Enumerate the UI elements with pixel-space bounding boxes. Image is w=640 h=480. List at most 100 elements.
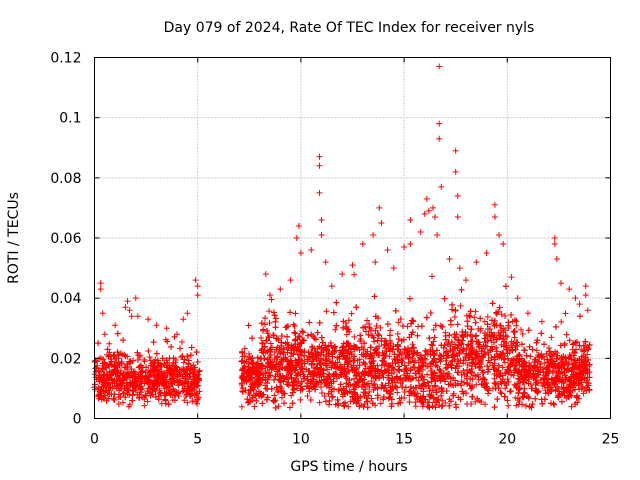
- data-point: [358, 351, 365, 358]
- data-point: [499, 364, 506, 371]
- data-point: [504, 346, 511, 353]
- data-point: [559, 376, 566, 383]
- data-point: [529, 385, 536, 392]
- data-point: [371, 293, 378, 300]
- data-point: [308, 247, 315, 254]
- data-point: [472, 319, 479, 326]
- data-point: [268, 296, 275, 303]
- data-point: [494, 396, 501, 403]
- data-point: [293, 235, 300, 241]
- y-tick-label: 0.12: [50, 51, 81, 67]
- data-point: [318, 349, 325, 356]
- data-point: [131, 383, 138, 390]
- data-point: [491, 356, 498, 363]
- data-point: [360, 324, 367, 331]
- data-point: [543, 375, 550, 382]
- data-point: [313, 356, 320, 363]
- data-point: [351, 333, 358, 340]
- data-point: [245, 350, 252, 357]
- data-point: [514, 370, 521, 377]
- data-point: [248, 383, 255, 390]
- data-point: [301, 337, 308, 344]
- data-point: [258, 335, 265, 342]
- data-point: [507, 388, 514, 395]
- data-point: [497, 332, 504, 339]
- data-point: [373, 322, 380, 329]
- data-point: [304, 380, 311, 387]
- data-point: [458, 382, 465, 389]
- data-point: [288, 392, 295, 399]
- data-point: [188, 378, 195, 385]
- data-point: [376, 204, 383, 211]
- data-point: [497, 389, 504, 396]
- data-point: [177, 345, 184, 352]
- data-point: [153, 322, 160, 329]
- data-point: [554, 373, 561, 380]
- data-point: [446, 256, 453, 263]
- data-point: [167, 366, 174, 373]
- data-point: [313, 372, 320, 379]
- data-point: [306, 385, 313, 392]
- data-point: [265, 360, 272, 367]
- data-point: [478, 348, 485, 355]
- data-point: [417, 228, 424, 235]
- data-point: [355, 370, 362, 377]
- data-point: [522, 402, 529, 409]
- data-point: [113, 355, 120, 362]
- data-point: [510, 357, 517, 364]
- data-point: [266, 319, 273, 326]
- data-point: [128, 313, 135, 320]
- data-point: [544, 384, 551, 391]
- data-point: [105, 381, 112, 388]
- data-point: [363, 317, 370, 324]
- data-point: [311, 345, 318, 352]
- data-point: [367, 344, 374, 351]
- x-tick-label: 0: [90, 432, 99, 448]
- data-point: [467, 308, 474, 315]
- data-point: [518, 341, 525, 348]
- data-point: [340, 368, 347, 375]
- data-point: [178, 338, 185, 345]
- data-point: [120, 337, 127, 344]
- data-point: [497, 322, 504, 329]
- data-point: [358, 383, 365, 390]
- data-point: [340, 324, 347, 331]
- data-point: [144, 388, 151, 395]
- data-point: [371, 349, 378, 356]
- data-point: [347, 348, 354, 355]
- data-point: [334, 396, 341, 403]
- data-point: [407, 383, 414, 390]
- data-point: [541, 360, 548, 367]
- data-point: [533, 379, 540, 386]
- data-point: [361, 368, 368, 375]
- data-point: [398, 337, 405, 344]
- data-point: [250, 386, 257, 393]
- data-point: [338, 371, 345, 378]
- data-point: [170, 375, 177, 382]
- data-point: [454, 192, 461, 199]
- data-point: [442, 378, 449, 385]
- data-point: [571, 349, 578, 356]
- data-point: [274, 387, 281, 394]
- data-point: [124, 384, 131, 391]
- data-point: [476, 359, 483, 366]
- data-point: [395, 359, 402, 366]
- data-point: [381, 362, 388, 369]
- data-point: [581, 347, 588, 354]
- data-point: [192, 277, 199, 284]
- data-point: [97, 280, 104, 287]
- data-point: [284, 349, 291, 356]
- data-point: [452, 307, 459, 314]
- data-point: [395, 319, 402, 326]
- data-point: [322, 398, 329, 405]
- data-point: [534, 337, 541, 344]
- data-point: [535, 371, 542, 378]
- data-point: [558, 398, 565, 405]
- data-point: [545, 389, 552, 396]
- data-point: [171, 333, 178, 340]
- data-point: [339, 271, 346, 278]
- data-point: [427, 346, 434, 353]
- data-point: [461, 379, 468, 386]
- data-point: [419, 374, 426, 381]
